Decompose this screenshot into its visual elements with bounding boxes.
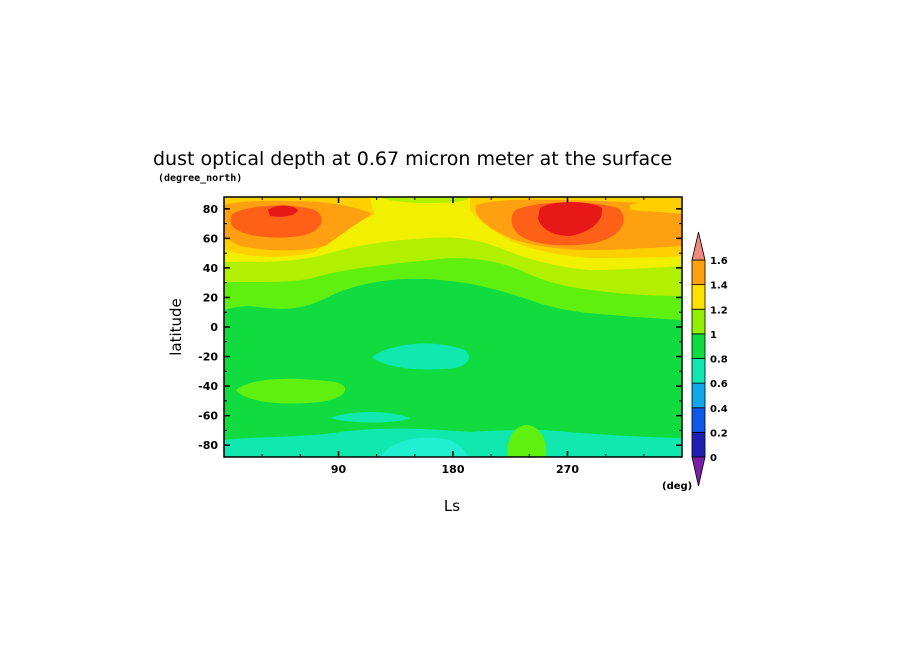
x-tick-label: 90	[331, 463, 347, 476]
colorbar-label: 0	[710, 453, 717, 464]
colorbar-label: 0.8	[710, 355, 728, 366]
colorbar-under-arrow	[691, 456, 706, 487]
colorbar-bin	[691, 284, 706, 310]
colorbar-label: 1.4	[710, 281, 728, 292]
y-tick-label: -60	[198, 410, 218, 423]
colorbar-bin	[691, 259, 706, 286]
x-axis: 90 180 270	[261, 197, 645, 476]
band-0.8-0.9-sw	[507, 425, 547, 457]
band-1.3-1.4-west	[230, 205, 322, 238]
colorbar-bin	[691, 333, 706, 359]
colorbar-bin	[691, 382, 706, 409]
y-tick-label: 60	[203, 232, 219, 245]
colorbar-label: 1.2	[710, 305, 728, 316]
colorbar-label: 1.6	[710, 256, 728, 267]
y-unit-label: (degree_north)	[158, 173, 242, 184]
y-tick-label: 0	[210, 321, 218, 334]
band-0.8-0.9-south	[236, 378, 346, 404]
y-tick-label: -20	[198, 351, 218, 364]
band-top-rim-east	[630, 201, 682, 214]
y-tick-label: 20	[203, 291, 219, 304]
band-top-rim	[380, 197, 470, 203]
x-tick-label: 270	[556, 463, 579, 476]
colorbar-bin	[691, 407, 706, 433]
chart-title: dust optical depth at 0.67 micron meter …	[153, 148, 672, 170]
colorbar-bin	[691, 308, 706, 335]
y-tick-label: 80	[203, 203, 219, 216]
colorbar-label: 1	[710, 330, 717, 341]
band-0.6-south-sw	[330, 412, 410, 423]
colorbar-label: 0.6	[710, 379, 728, 390]
colorbar-label: 0.4	[710, 404, 728, 415]
x-tick-label: 180	[442, 463, 465, 476]
y-axis-label: latitude	[167, 298, 185, 356]
y-tick-label: -40	[198, 380, 218, 393]
band-1.4-1.5-east	[538, 202, 603, 236]
y-tick-label: 40	[203, 262, 219, 275]
colorbar-label: 0.2	[710, 428, 728, 439]
band-1.4-1.5-west	[268, 205, 298, 217]
colorbar-over-arrow	[691, 231, 706, 261]
colorbar: 0 0.2 0.4 0.6 0.8 1 1.2 1.4 1.6	[691, 231, 728, 487]
colorbar-bin	[691, 431, 706, 458]
contour-field	[224, 197, 682, 457]
y-axis: 80 60 40 20 0 -20 -40 -60 -80	[198, 203, 682, 452]
colorbar-bin	[691, 358, 706, 384]
y-tick-label: -80	[198, 439, 218, 452]
colorbar-unit: (deg)	[662, 481, 692, 492]
band-0.6-0.7-mid	[372, 343, 469, 370]
x-axis-label: Ls	[444, 497, 460, 515]
band-0.55-0.6	[380, 437, 468, 457]
